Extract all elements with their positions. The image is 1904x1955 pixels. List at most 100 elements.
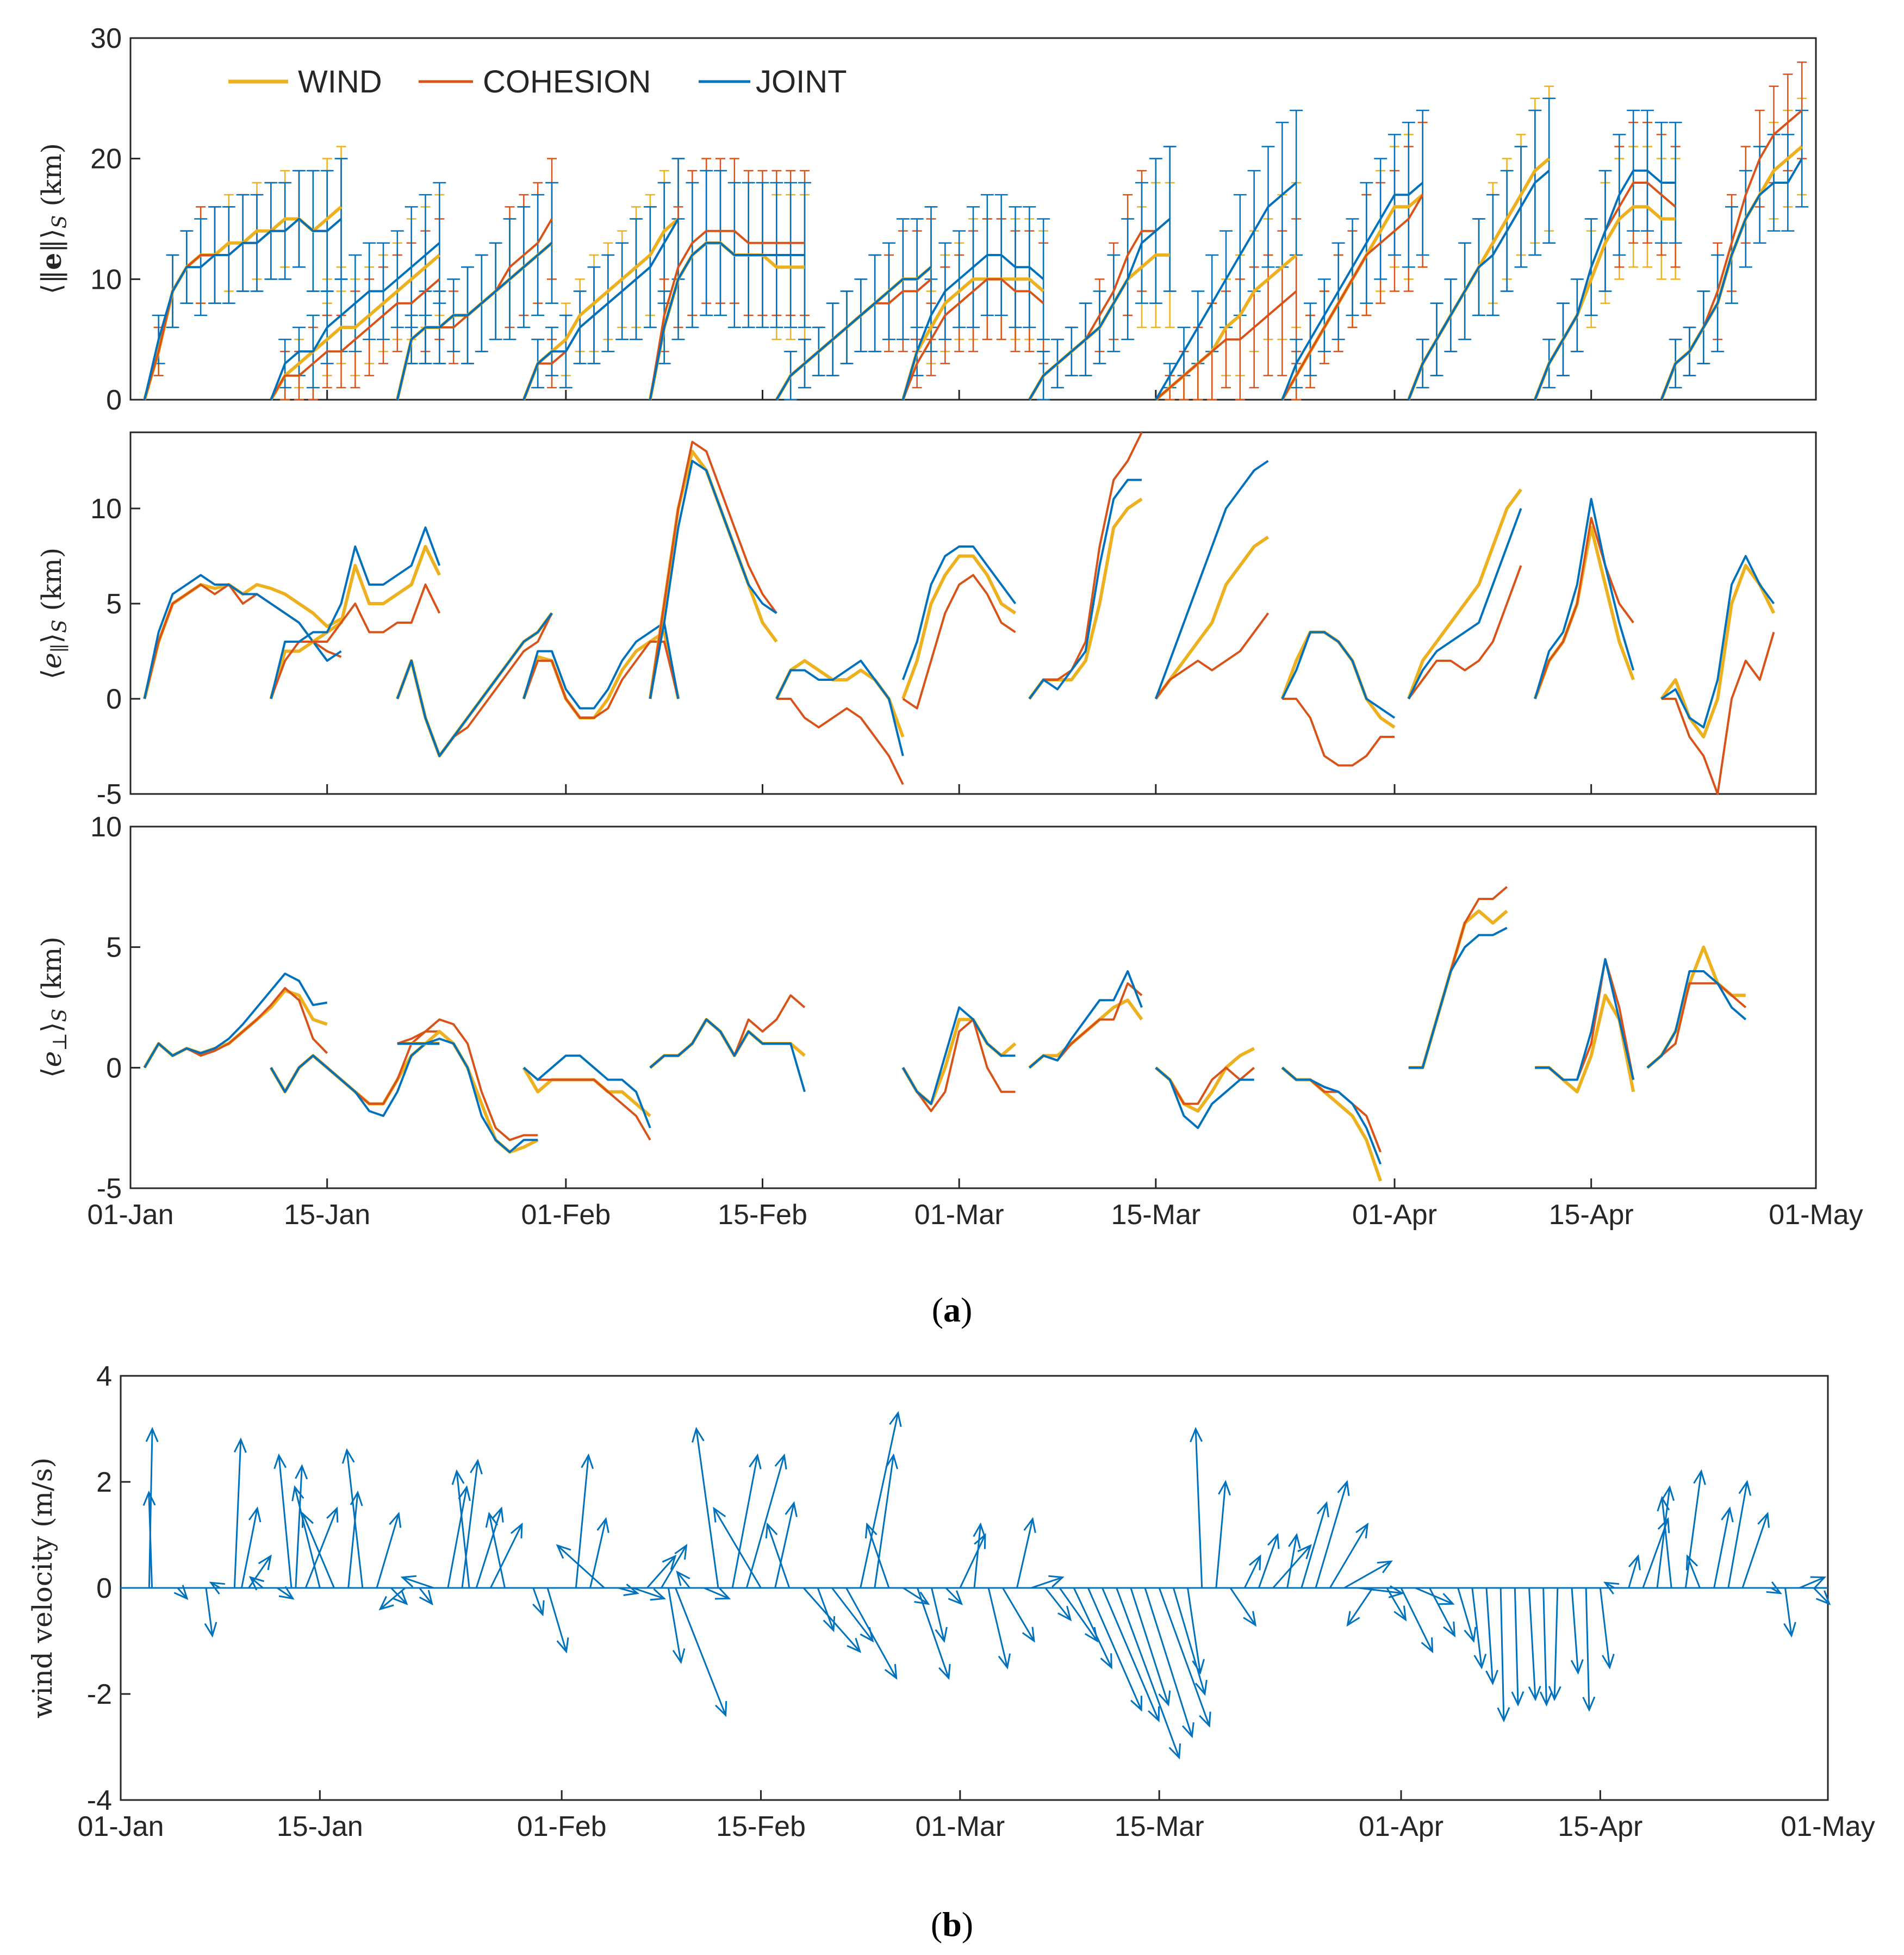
legend-wind-label: WIND [298,64,382,100]
wind-arrow-head [470,1459,483,1475]
wind-arrow-head [556,1637,569,1654]
plot-area-par [129,431,1817,795]
wind-arrow-head [145,1426,159,1443]
wind-arrow-shaft [1656,1487,1671,1588]
y-tick-label: 20 [90,144,122,175]
wind-arrow-shaft [1457,1587,1474,1641]
joint-series-line [144,972,328,1069]
x-tick-label: 15-Feb [716,1811,806,1842]
wind-series-line [269,253,441,401]
wind-arrow-shaft [931,1587,945,1641]
wind-arrow-shaft [676,1571,690,1588]
cohesion-series-line [270,278,440,401]
y-tick-label: 0 [106,1052,122,1084]
wind-arrow-head [451,1469,465,1485]
wind-arrow-head [884,1664,898,1680]
par-series-lines [142,432,1776,795]
perp-axis-ticks [129,826,1817,1189]
cohesion-series-line [776,698,904,785]
wind-arrow-head [889,1411,902,1427]
panel-parallel-error: -5 0 5 10 ⟨e∥⟩S (km) [36,431,1817,810]
wind-arrow-head [1100,1653,1112,1669]
joint-series-line [901,254,1044,400]
wind-arrow-head [393,1590,408,1605]
joint-series-line [1155,1066,1254,1129]
wind-arrow-head [823,1616,836,1633]
wind-arrow-head [998,1653,1011,1669]
wind-arrow-head [485,1511,499,1528]
x-tick-label: 01-Jan [78,1811,164,1842]
wind-arrow-head [556,1544,571,1559]
joint-series-line [649,460,777,699]
wind-arrow-shaft [276,1587,294,1599]
wind-arrow-shaft [831,1587,874,1642]
wind-arrow-shaft [1172,1587,1206,1695]
legend-joint-label: JOINT [756,64,847,100]
wind-arrow-shaft [1229,1587,1256,1626]
wind-arrow-shaft [860,1412,899,1588]
wind-arrow-head [491,1506,504,1523]
wind-arrow-shaft [1684,1471,1702,1588]
wind-arrow-shaft [1514,1587,1519,1705]
cohesion-series-line [1155,290,1297,401]
wind-arrow-shaft [1243,1555,1261,1588]
wind-arrow-shaft [1741,1513,1769,1588]
wind-arrow-shaft [1059,1587,1098,1642]
joint-series-line [1408,927,1508,1069]
joint-series-line [1646,970,1747,1069]
wind-arrow-head [1218,1480,1231,1496]
wind-arrow-head [914,1591,930,1605]
wind-arrow-head [581,1453,594,1469]
wind-series-line [1660,564,1776,738]
wind-arrow-shaft [713,1507,762,1588]
wind-arrow-head [1022,1627,1035,1643]
cohesion-series-line [1408,565,1522,700]
joint-series-line [270,526,441,699]
wind-arrow-head [1815,1590,1831,1605]
wind-arrow-head [847,1637,862,1653]
x-tick-label: 15-Feb [718,1199,807,1231]
wind-arrow-shaft [675,1587,727,1716]
wind-arrow-head [1738,1480,1752,1496]
wind-arrow-shaft [402,1577,434,1589]
wind-arrow-head [209,1581,225,1595]
cohesion-series-line [649,229,805,400]
wind-arrow-shaft [278,1455,293,1588]
wind-arrow-head [458,1485,471,1501]
x-tick-label: 01-Feb [521,1199,611,1231]
wind-arrow-shaft [695,1429,719,1588]
cohesion-series-line [397,1018,538,1141]
wind-arrow-shaft [1329,1524,1368,1588]
y-tick-label: 10 [90,811,122,843]
wind-arrow-head [258,1554,272,1571]
wind-arrow-shaft [148,1429,153,1588]
wind-series-line [901,554,1017,700]
wind-arrow-shaft [304,1508,338,1588]
wind-arrow-shaft [205,1587,214,1636]
joint-series-line [522,622,680,710]
cohesion-series-line [902,1018,1016,1113]
wind-arrow-shaft [250,1577,264,1589]
wind-arrow-shaft [1116,1587,1180,1758]
wind-arrow-shaft [1102,1587,1160,1721]
par-y-tick-labels: -5 0 5 10 [90,493,122,810]
y-tick-label: 30 [90,23,122,54]
wind-arrows [142,1411,1831,1760]
wind-arrow-shaft [1343,1560,1392,1589]
wind-arrow-head [1693,1469,1706,1485]
wind-arrow-head [1439,1593,1455,1605]
wind-arrow-head [1023,1517,1036,1534]
wind-arrow-head [295,1464,308,1480]
wind-arrow-shaft [557,1544,605,1589]
wind-arrow-head [248,1506,262,1523]
wind-arrow-head [765,1522,778,1539]
wind-arrow-shaft [1799,1577,1825,1589]
joint-series-line [522,1054,651,1128]
wind-arrow-shaft [1215,1481,1227,1588]
cohesion-series-line [522,641,680,719]
wind-arrow-shaft [1471,1587,1483,1668]
wind-arrow-shaft [667,1587,682,1662]
par-axis-ticks [129,507,1817,795]
wind-arrow-shaft [1485,1587,1494,1684]
wind-arrow-head [142,1490,156,1506]
